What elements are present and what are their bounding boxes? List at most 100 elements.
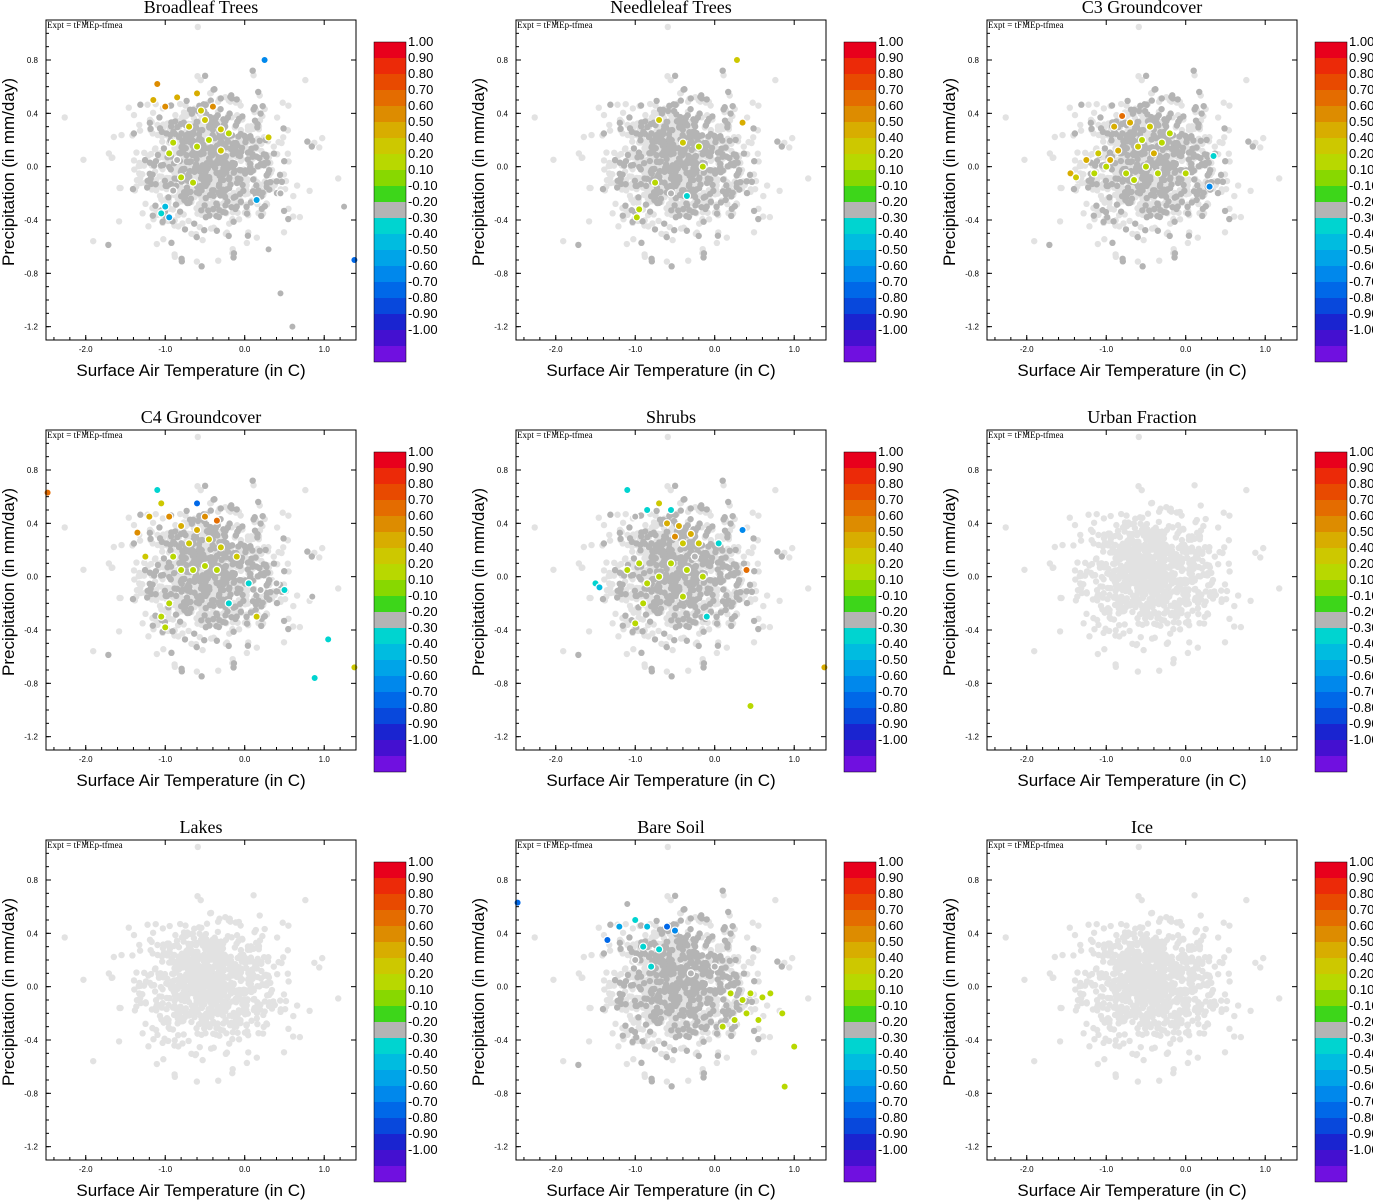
neutral-point [198, 263, 205, 270]
neutral-point [1137, 182, 1145, 190]
neutral-point [1104, 214, 1111, 221]
neutral-point [249, 153, 256, 160]
neutral-point [1102, 177, 1110, 185]
background-point [215, 257, 222, 264]
neutral-point [250, 176, 257, 183]
background-point [1221, 229, 1229, 236]
neutral-point [219, 208, 227, 216]
neutral-point [719, 67, 726, 74]
neutral-point [213, 200, 220, 207]
colorbar-label: 0.60 [1349, 98, 1373, 113]
colorbar-label: 0.50 [1349, 114, 1373, 129]
neutral-point [740, 150, 748, 157]
neutral-point [1118, 120, 1126, 128]
neutral-point [188, 110, 196, 117]
background-point [664, 72, 671, 80]
neutral-point [137, 101, 144, 108]
background-point [133, 176, 141, 184]
neutral-point [1122, 226, 1130, 233]
background-point [135, 580, 143, 587]
neutral-point [607, 101, 614, 108]
background-point [614, 101, 621, 108]
data-point [694, 142, 704, 151]
colorbar-segment [844, 58, 876, 74]
background-point [1126, 217, 1133, 225]
background-point [1140, 236, 1147, 244]
neutral-point [622, 202, 629, 209]
colorbar-frame [373, 41, 407, 363]
background-point [622, 100, 629, 108]
neutral-point [200, 178, 208, 185]
colorbar-segment [374, 314, 406, 330]
neutral-point [683, 200, 690, 207]
colorbar-segment [1315, 218, 1347, 234]
background-point [714, 123, 722, 130]
neutral-point [232, 205, 239, 213]
background-point [1211, 143, 1218, 150]
neutral-point [755, 215, 762, 223]
background-point [280, 134, 287, 141]
background-point [645, 223, 652, 230]
neutral-point [1171, 254, 1178, 261]
neutral-point [150, 162, 158, 169]
neutral-point [647, 120, 655, 128]
background-point [253, 234, 261, 241]
neutral-point [719, 137, 726, 144]
y-tick-label: 0.8 [27, 56, 39, 65]
neutral-point [1154, 200, 1161, 207]
neutral-point [672, 101, 679, 109]
background-point [319, 134, 326, 142]
neutral-point [647, 193, 655, 200]
neutral-point [728, 161, 735, 168]
neutral-point [260, 151, 268, 158]
neutral-point [280, 207, 288, 215]
neutral-point [159, 161, 167, 169]
colorbar-label: -0.20 [408, 194, 438, 209]
background-point [285, 512, 292, 519]
neutral-point [722, 144, 729, 151]
background-point [110, 543, 118, 551]
neutral-point [704, 118, 711, 125]
y-tick-label: 0.4 [27, 109, 39, 118]
neutral-point [227, 181, 234, 188]
data-point [738, 118, 747, 127]
neutral-point [714, 232, 722, 239]
background-point [145, 223, 152, 230]
neutral-point [704, 175, 712, 182]
neutral-point [256, 137, 263, 144]
background-point [1184, 239, 1192, 247]
neutral-point [656, 199, 663, 206]
background-point [610, 162, 618, 169]
background-point [235, 216, 243, 223]
background-point [748, 139, 755, 147]
background-point [1094, 240, 1102, 248]
neutral-point [619, 212, 627, 219]
neutral-point [1106, 149, 1114, 156]
neutral-point [728, 212, 735, 220]
neutral-point [638, 239, 645, 247]
neutral-point [681, 164, 689, 172]
colorbar-label: 0.70 [1349, 82, 1373, 97]
data-point [153, 79, 162, 89]
data-point [264, 133, 273, 142]
background-point [1059, 131, 1066, 139]
neutral-point [1188, 163, 1195, 171]
neutral-point [1127, 158, 1134, 166]
neutral-point [692, 152, 700, 160]
data-point [149, 95, 158, 105]
background-point [176, 100, 184, 108]
colorbar-segment [374, 122, 406, 138]
neutral-point [198, 147, 206, 154]
neutral-point [206, 123, 213, 130]
background-point [600, 111, 608, 119]
colorbar-segment [844, 218, 876, 234]
x-tick-label: 1.0 [319, 345, 331, 354]
neutral-point [703, 96, 710, 103]
background-point [289, 213, 297, 220]
colorbar: 1.000.900.800.700.600.500.400.200.10-0.1… [373, 34, 438, 363]
background-point [609, 210, 616, 217]
background-point [707, 102, 714, 109]
neutral-point [1180, 181, 1187, 189]
neutral-point [1167, 174, 1174, 181]
background-point [139, 210, 146, 217]
